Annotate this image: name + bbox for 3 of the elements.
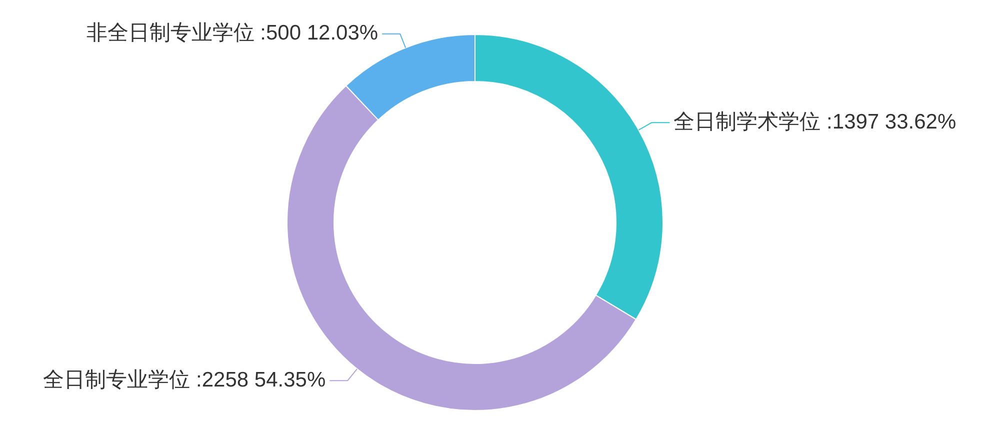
slice-label: 全日制学术学位 :1397 33.62%	[674, 110, 956, 134]
slice-label: 非全日制专业学位 :500 12.03%	[86, 22, 378, 45]
slice-label: 全日制专业学位 :2258 54.35%	[43, 368, 326, 392]
